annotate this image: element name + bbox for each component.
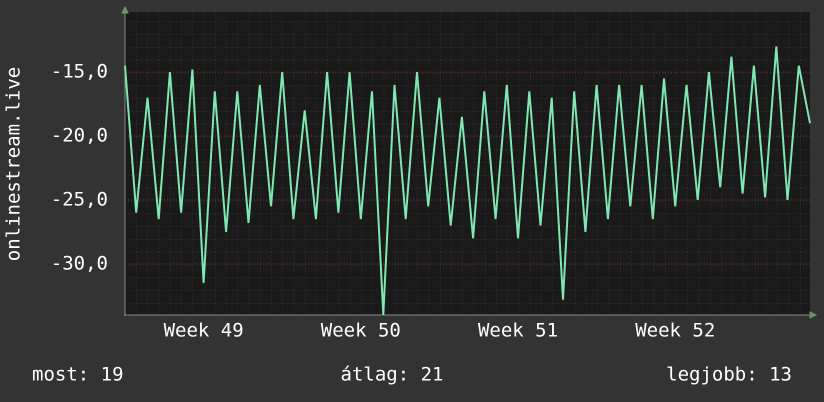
x-axis (124, 311, 818, 319)
x-tick-label: Week 49 (164, 320, 244, 342)
footer-average: átlag: 21 (341, 364, 444, 386)
footer-best: legjobb: 13 (666, 364, 792, 386)
x-tick-label: Week 52 (635, 320, 715, 342)
y-axis-label: onlinestream.live (3, 67, 25, 261)
x-tick-label: Week 51 (478, 320, 558, 342)
y-tick-label: -20,0 (51, 125, 108, 147)
y-tick-label: -15,0 (51, 61, 108, 83)
x-tick-label: Week 50 (321, 320, 401, 342)
y-axis (121, 5, 129, 316)
data-line (124, 46, 811, 316)
footer-current: most: 19 (32, 364, 124, 386)
y-tick-label: -25,0 (51, 188, 108, 210)
y-tick-label: -30,0 (51, 252, 108, 274)
minor-grid (125, 12, 810, 315)
